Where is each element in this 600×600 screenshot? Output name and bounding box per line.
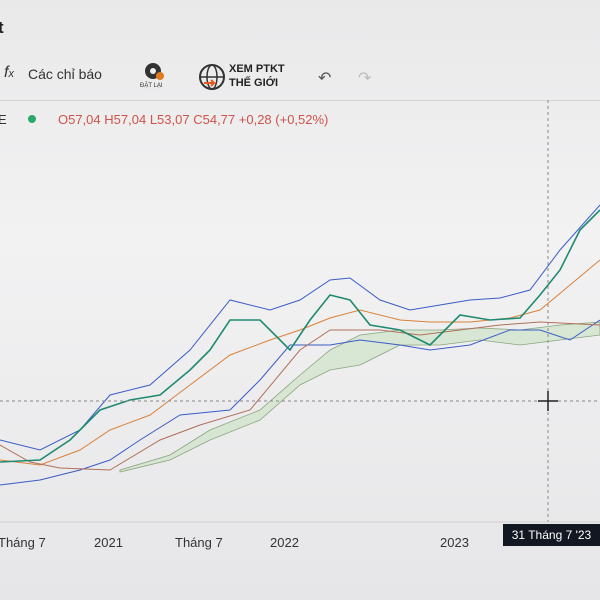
reset-label[interactable]: ĐẶT LẠI	[140, 83, 163, 89]
page-title: t	[0, 18, 4, 37]
time-label: 2021	[94, 535, 123, 550]
undo-button[interactable]: ↶	[318, 70, 332, 87]
low: L53,07	[149, 112, 190, 127]
redo-button[interactable]: ↷	[358, 70, 372, 87]
price-line	[0, 209, 600, 463]
time-label: 2022	[270, 535, 299, 550]
close: C54,77	[193, 112, 236, 127]
fx-icon[interactable]: fx	[4, 64, 14, 81]
change: +0,28 (+0,52%)	[238, 112, 329, 127]
crosshair-time-label: 31 Tháng 7 '23	[503, 524, 600, 546]
open: O57,04	[58, 112, 101, 127]
indicators-button[interactable]: Các chỉ báo	[28, 66, 102, 82]
upper-band	[0, 204, 600, 451]
middle-band	[0, 259, 600, 466]
status-dot	[28, 115, 36, 123]
ohlc-legend: O57,04 H57,04 L53,07 C54,77 +0,28 (+0,52…	[58, 112, 328, 127]
divider	[0, 100, 600, 101]
lagging-line	[0, 321, 600, 471]
world-label-2[interactable]: THẾ GIỚI	[229, 77, 279, 89]
time-label: 2023	[440, 535, 469, 550]
world-label-1[interactable]: XEM PTKT	[229, 63, 285, 75]
time-label: Tháng 7	[0, 535, 46, 550]
time-label: Tháng 7	[175, 535, 223, 550]
symbol: E	[0, 112, 7, 127]
crosshair-cursor	[538, 391, 558, 411]
high: H57,04	[104, 112, 147, 127]
lower-band	[0, 319, 600, 486]
globe-icon[interactable]	[198, 63, 226, 91]
ichimoku-cloud	[119, 321, 600, 473]
reset-icon[interactable]	[140, 60, 166, 82]
